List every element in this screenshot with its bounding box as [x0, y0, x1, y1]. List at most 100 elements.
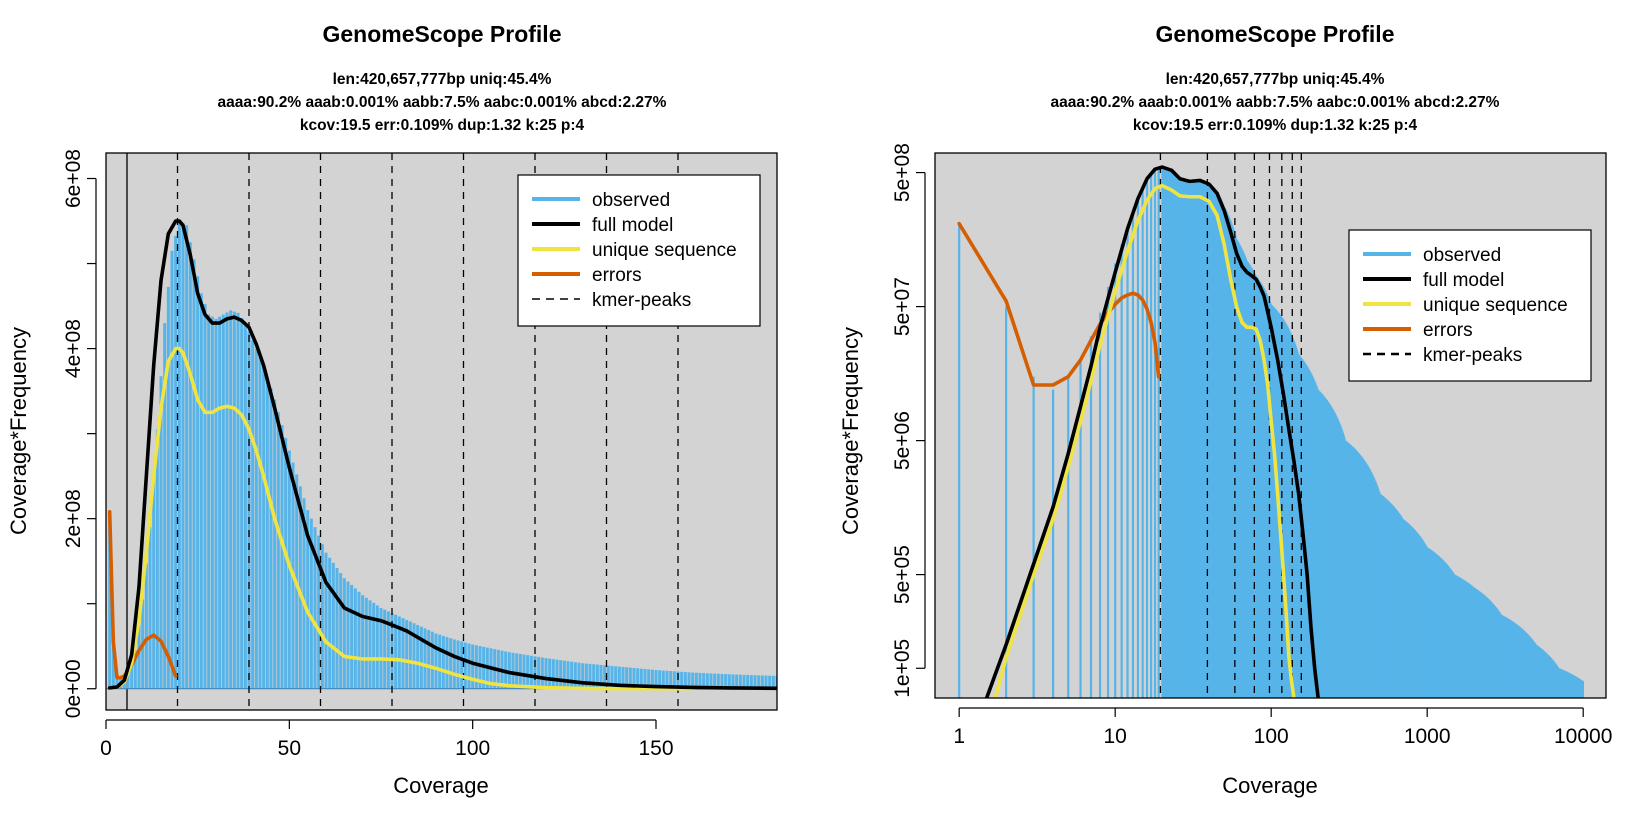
observed-bar-510: [1557, 666, 1559, 698]
observed-bar-413: [1478, 591, 1481, 698]
observed-bar-259: [1354, 449, 1357, 698]
observed-bar-123: [555, 659, 559, 689]
observed-bar-436: [1497, 610, 1500, 698]
observed-bar-336: [1416, 533, 1419, 698]
observed-bar-453: [1511, 621, 1513, 698]
observed-bar-344: [1423, 541, 1425, 698]
observed-bar-264: [1358, 453, 1361, 698]
observed-bar-376: [1449, 567, 1451, 698]
observed-bar-311: [1396, 510, 1399, 698]
observed-bar-6: [126, 671, 130, 689]
observed-bar-335: [1415, 532, 1418, 698]
observed-bar-107: [1231, 225, 1234, 698]
observed-bar-130: [1250, 266, 1252, 698]
observed-bar-425: [1488, 599, 1491, 698]
observed-bar-159: [1273, 307, 1276, 698]
observed-bar-24: [1164, 167, 1167, 698]
observed-bar-3: [115, 675, 119, 689]
observed-bar-86: [419, 626, 423, 689]
observed-bar-171: [731, 674, 735, 689]
observed-bar-40: [1177, 177, 1180, 698]
observed-bar-288: [1377, 489, 1380, 698]
observed-bar-381: [1453, 573, 1455, 698]
observed-bar-298: [1386, 499, 1388, 698]
observed-bar-310: [1395, 509, 1398, 698]
observed-bar-71: [1202, 181, 1205, 698]
observed-bar-154: [1269, 302, 1272, 698]
observed-bar-207: [1312, 377, 1315, 698]
observed-bar-38: [243, 323, 247, 689]
observed-bar-2: [111, 646, 115, 689]
observed-bar-272: [1365, 462, 1367, 698]
observed-bar-313: [1398, 512, 1400, 698]
observed-bar-522: [1567, 672, 1569, 698]
observed-histogram: [958, 167, 1584, 698]
observed-bar-176: [749, 675, 753, 689]
observed-bar-399: [1467, 583, 1470, 698]
observed-bar-84: [1213, 188, 1215, 698]
observed-bar-122: [551, 659, 555, 689]
observed-bar-130: [581, 663, 585, 689]
observed-bar-64: [339, 573, 343, 689]
observed-bar-13: [1131, 214, 1135, 698]
observed-bar-171: [1283, 320, 1285, 698]
observed-bar-119: [1241, 249, 1243, 698]
observed-bar-180: [1290, 334, 1293, 698]
observed-bar-81: [1210, 186, 1213, 698]
legend-label-full-model: full model: [592, 215, 673, 236]
observed-bar-461: [1517, 625, 1520, 698]
observed-bar-238: [1337, 419, 1340, 698]
observed-bar-39: [1176, 176, 1179, 698]
observed-bar-152: [661, 670, 665, 689]
observed-bar-182: [771, 675, 775, 689]
observed-bar-15: [159, 376, 163, 689]
observed-bar-531: [1574, 676, 1576, 698]
observed-bar-134: [1253, 272, 1256, 698]
observed-bar-380: [1452, 572, 1454, 698]
observed-bar-232: [1332, 410, 1335, 698]
observed-bar-463: [1519, 627, 1521, 698]
observed-bar-517: [1563, 670, 1565, 698]
observed-bar-270: [1363, 460, 1365, 698]
observed-bar-186: [1295, 346, 1298, 698]
observed-bar-361: [1436, 555, 1439, 698]
observed-bar-527: [1571, 674, 1573, 698]
observed-bar-52: [1187, 180, 1189, 698]
observed-bar-74: [375, 605, 379, 689]
errors-curve: [957, 221, 1161, 387]
observed-bar-6: [1079, 359, 1082, 698]
observed-bar-480: [1533, 641, 1535, 698]
observed-bar-89: [430, 631, 434, 689]
observed-bar-179: [760, 675, 764, 689]
observed-bar-305: [1391, 505, 1394, 698]
chart-title: GenomeScope Profile: [322, 21, 561, 47]
observed-bar-424: [1487, 599, 1490, 698]
observed-bar-498: [1547, 655, 1550, 698]
observed-bar-175: [1286, 326, 1289, 698]
x-tick-label-4: 1000: [1404, 725, 1451, 748]
observed-bar-28: [1167, 167, 1170, 698]
observed-bar-456: [1513, 622, 1516, 698]
observed-bar-16: [1145, 181, 1149, 698]
observed-bar-212: [1316, 387, 1319, 698]
observed-bar-123: [1244, 256, 1247, 698]
observed-bar-483: [1535, 644, 1538, 698]
observed-bar-488: [1539, 647, 1542, 698]
observed-bar-103: [1228, 216, 1231, 698]
observed-bar-199: [1306, 365, 1308, 698]
observed-bar-84: [412, 623, 416, 689]
observed-bar-477: [1530, 638, 1533, 698]
observed-bar-62: [1195, 180, 1197, 698]
observed-bar-295: [1383, 497, 1386, 698]
observed-bar-21: [181, 223, 185, 689]
observed-bar-509: [1556, 665, 1559, 698]
x-tick-label-3: 100: [1254, 725, 1289, 748]
y-axis: 0e+00 2e+08 4e+08 6e+08: [62, 149, 97, 718]
observed-bar-216: [1319, 392, 1322, 698]
observed-bar-51: [1186, 179, 1188, 698]
observed-bar-97: [460, 641, 464, 689]
observed-bar-539: [1580, 680, 1583, 698]
y-axis-label: Coverage*Frequency: [6, 327, 31, 535]
observed-bar-253: [1349, 444, 1352, 698]
y-tick-label-2: 5e+05: [891, 545, 914, 604]
